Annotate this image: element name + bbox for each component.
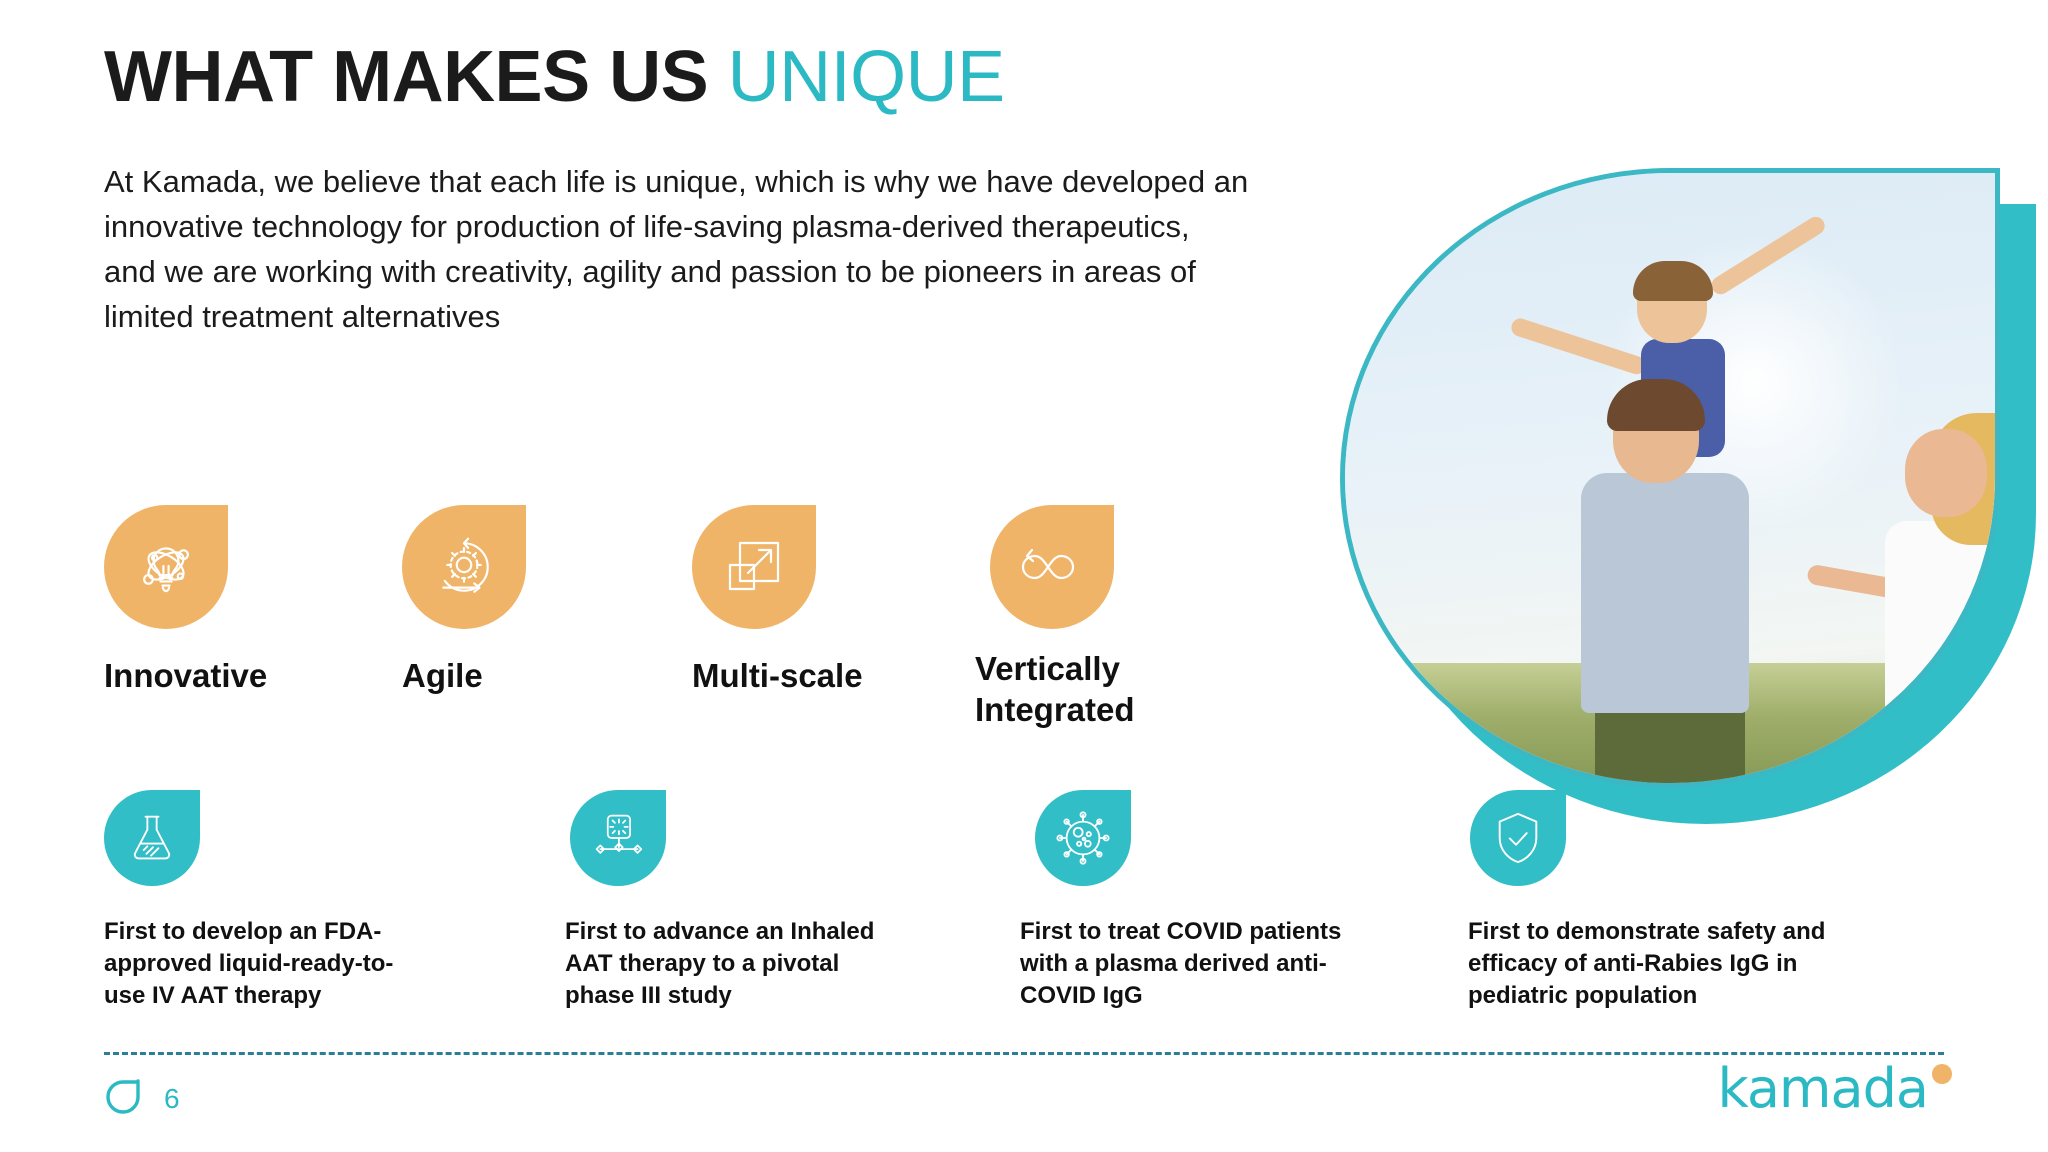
first-caption-4: First to demonstrate safety and efficacy… — [1468, 918, 1826, 1009]
logo-wordmark: kamada — [1717, 1057, 1929, 1120]
attribute-label-vertically-integrated: Vertically Integrated — [975, 650, 1135, 729]
intro-line-1: At Kamada, we believe that each life is … — [104, 164, 1249, 199]
intro-line-2: innovative technology for production of … — [104, 208, 1190, 244]
flask-icon — [127, 812, 177, 864]
kamada-logo: kamada — [1718, 1062, 1952, 1116]
infinity-icon — [1016, 536, 1088, 598]
title-main: WHAT MAKES US — [104, 37, 728, 117]
first-badge-virus[interactable] — [1035, 790, 1131, 886]
intro-line-3: and we are working with creativity, agil… — [104, 253, 1196, 289]
network-node-icon — [591, 813, 645, 863]
intro-paragraph: At Kamada, we believe that each life is … — [104, 160, 1344, 340]
attribute-label-agile: Agile — [402, 657, 483, 694]
mother-head — [1905, 429, 1987, 517]
page-title: WHAT MAKES US UNIQUE — [104, 37, 1006, 117]
father-hair — [1607, 379, 1705, 431]
lightbulb-atom-icon — [133, 534, 199, 600]
attribute-badge-agile[interactable] — [402, 505, 526, 629]
first-badge-shield[interactable] — [1470, 790, 1566, 886]
father-torso — [1581, 473, 1749, 713]
first-caption-1: First to develop an FDA-approved liquid-… — [104, 918, 394, 1009]
child-hair — [1633, 261, 1713, 301]
page-number: 6 — [164, 1082, 180, 1114]
attribute-label-innovative: Innovative — [104, 657, 268, 694]
virus-icon — [1056, 811, 1110, 865]
title-accent: UNIQUE — [727, 37, 1006, 117]
first-caption-3: First to treat COVID patients with a pla… — [1020, 918, 1342, 1009]
intro-line-4: limited treatment alternatives — [104, 298, 501, 334]
scale-up-squares-icon — [722, 535, 786, 599]
first-badge-flask[interactable] — [104, 790, 200, 886]
page-marker: 6 — [104, 1076, 180, 1121]
attribute-badge-multi-scale[interactable] — [692, 505, 816, 629]
gear-cycle-icon — [431, 534, 497, 600]
first-caption-2: First to advance an Inhaled AAT therapy … — [565, 918, 875, 1009]
leaf-outline-icon — [104, 1076, 144, 1121]
family-photo — [1340, 168, 2000, 788]
attribute-badge-vertically-integrated[interactable] — [990, 505, 1114, 629]
mother-torso — [1885, 521, 1995, 743]
father-legs — [1595, 703, 1745, 783]
logo-dot-icon — [1932, 1064, 1952, 1084]
footer-divider — [104, 1052, 1944, 1055]
shield-check-icon — [1494, 811, 1542, 865]
family-photo-block — [1340, 168, 2040, 828]
attribute-badge-innovative[interactable] — [104, 505, 228, 629]
first-badge-network[interactable] — [570, 790, 666, 886]
attribute-label-multi-scale: Multi-scale — [692, 657, 863, 694]
